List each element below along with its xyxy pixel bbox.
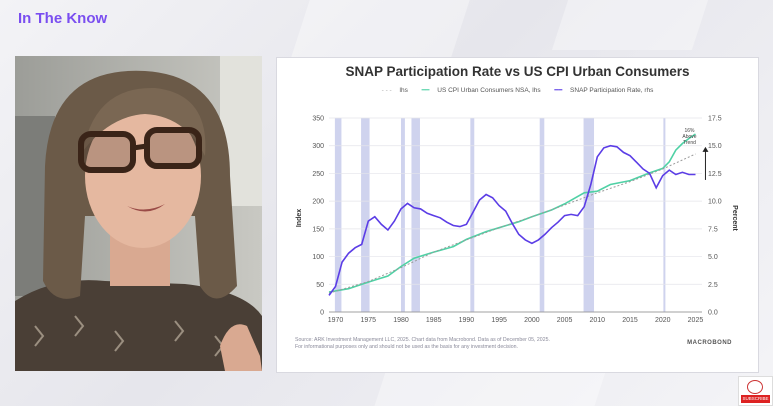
y-right-tick-label: 5.0 [708,254,718,261]
chart-title: SNAP Participation Rate vs US CPI Urban … [345,64,690,79]
x-tick-label: 1980 [393,317,409,324]
series-lines [328,133,696,296]
left-axis: 0 50 100 150 200 250 300 350 [312,116,324,317]
background-shape [290,0,470,60]
legend-snap: ━━ SNAP Participation Rate, rhs [554,87,654,94]
legend-cpi: ━━ US CPI Urban Consumers NSA, lhs [421,87,541,94]
x-tick-label: 1975 [360,317,376,324]
right-axis: 0.0 2.5 5.0 7.5 10.0 12.5 15.0 17.5 [708,116,722,317]
macrobond-logo: MACROBOND [687,340,732,346]
x-tick-label: 2025 [688,317,704,324]
series-line [328,144,696,296]
recession-band [663,118,666,312]
gridlines [329,117,702,313]
x-tick-label: 2015 [622,317,638,324]
chart-legend: - - - lhs ━━ US CPI Urban Consumers NSA,… [277,86,758,94]
series-line [328,133,696,293]
show-title: In The Know [18,10,108,27]
annotation-text: Trend [683,140,696,146]
recession-band [583,118,595,312]
subscribe-button[interactable]: SUBSCRIBE [741,395,770,403]
y-left-tick-label: 200 [312,199,324,206]
y-left-tick-label: 50 [316,282,324,289]
x-tick-label: 2010 [590,317,606,324]
x-tick-label: 1985 [426,317,442,324]
y-left-tick-label: 300 [312,143,324,150]
x-tick-label: 2020 [655,317,671,324]
footnote-source: Source: ARK Investment Management LLC, 2… [295,337,550,343]
chart-footnote: Source: ARK Investment Management LLC, 2… [295,337,550,351]
y-left-tick-label: 100 [312,254,324,261]
x-tick-label: 1995 [491,317,507,324]
y-right-tick-label: 10.0 [708,199,722,206]
recession-band [400,118,405,312]
y-right-tick-label: 7.5 [708,226,718,233]
annotation-text: 16% [684,128,695,134]
annotation-text: Above [682,134,696,140]
y-left-tick-label: 0 [320,310,324,317]
x-tick-label: 1990 [459,317,475,324]
y-right-tick-label: 2.5 [708,282,718,289]
y-left-tick-label: 350 [312,116,324,123]
y-left-tick-label: 150 [312,226,324,233]
chart-plot: 0 50 100 150 200 250 300 350 0.0 2.5 5.0 7.5 10.0 12… [296,116,738,325]
speaker-video [15,56,262,371]
y-right-tick-label: 17.5 [708,116,722,123]
globe-icon [747,380,763,394]
chart-card: SNAP Participation Rate vs US CPI Urban … [276,57,759,373]
y-left-tick-label: 250 [312,171,324,178]
footnote-disclaimer: For informational purposes only and shou… [295,344,518,350]
recession-band [411,118,420,312]
y-right-tick-label: 15.0 [708,143,722,150]
speaker-illustration [15,56,262,371]
annotation-arrowhead [702,146,709,152]
background-shape [551,0,709,50]
y-right-tick-label: 12.5 [708,171,722,178]
x-tick-label: 1970 [328,317,344,324]
recession-band [539,118,545,312]
y-axis-label-left: Index [296,209,303,227]
x-tick-label: 2000 [524,317,540,324]
recession-band [361,118,370,312]
x-tick-label: 2005 [557,317,573,324]
y-axis-label-right: Percent [731,205,738,231]
y-right-tick-label: 0.0 [708,310,718,317]
x-axis: 1970 1975 1980 1985 1990 1995 2000 2005 2010 2015… [328,311,704,324]
subscribe-widget[interactable]: SUBSCRIBE [738,376,773,406]
recession-band [334,118,342,312]
background-shape [374,372,606,406]
legend-trend: - - - lhs [381,87,408,94]
